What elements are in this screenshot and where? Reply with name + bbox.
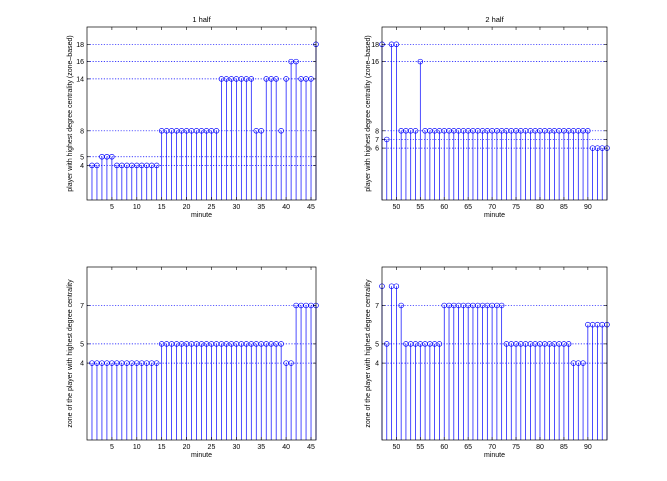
stem-marker-50 [393, 283, 400, 289]
stem-marker-90 [585, 128, 591, 134]
stem-marker-55 [417, 58, 424, 65]
x-axis-label: minute [484, 452, 505, 459]
x-axis-label: minute [191, 452, 212, 459]
x-tick-label: 75 [512, 444, 520, 451]
y-tick-label: 8 [375, 128, 379, 135]
x-tick-label: 45 [307, 204, 315, 211]
y-tick-label: 16 [76, 59, 84, 66]
x-tick-label: 70 [488, 444, 496, 451]
x-tick-label: 35 [257, 444, 265, 451]
x-tick-label: 20 [183, 204, 191, 211]
y-tick-label: 7 [375, 303, 379, 310]
y-tick-label: 18 [76, 42, 84, 49]
x-tick-label: 55 [416, 204, 424, 211]
x-tick-label: 25 [208, 204, 216, 211]
y-axis-label: player with highest degree centrality (z… [67, 35, 74, 191]
y-tick-label: 5 [375, 341, 379, 348]
x-tick-label: 85 [560, 204, 568, 211]
stem-marker-5 [109, 154, 115, 160]
x-tick-label: 90 [584, 204, 592, 211]
x-tick-label: 30 [232, 444, 240, 451]
y-axis-label: zone of the player with highest degree c… [67, 279, 74, 428]
y-tick-label: 7 [375, 137, 379, 144]
chart-panel-1-half-top: 1 half minute player with highest degree… [67, 15, 319, 219]
x-tick-label: 15 [158, 444, 166, 451]
x-tick-label: 35 [257, 204, 265, 211]
y-tick-label: 18 [371, 42, 379, 49]
x-tick-label: 15 [158, 204, 166, 211]
stem-marker-86 [565, 341, 572, 347]
y-axis-label: player with highest degree centrality (z… [365, 35, 372, 191]
chart-title: 1 half [192, 15, 211, 24]
stem-marker-14 [153, 162, 160, 169]
y-tick-label: 8 [80, 128, 84, 135]
stem-marker-39 [278, 341, 284, 347]
x-tick-label: 5 [110, 204, 114, 211]
axes-box [381, 26, 608, 201]
x-tick-label: 60 [440, 444, 448, 451]
axes-box [86, 26, 317, 201]
x-tick-label: 65 [464, 204, 472, 211]
x-tick-label: 50 [392, 444, 400, 451]
y-tick-label: 7 [80, 303, 84, 310]
x-tick-label: 40 [282, 444, 290, 451]
x-tick-label: 45 [307, 444, 315, 451]
stem-marker-14 [153, 360, 160, 366]
x-tick-label: 40 [282, 204, 290, 211]
axes-box [381, 266, 608, 441]
y-tick-label: 14 [76, 76, 84, 83]
x-tick-label: 90 [584, 444, 592, 451]
stem-marker-59 [436, 341, 443, 347]
x-tick-label: 20 [183, 444, 191, 451]
stem-marker-42 [293, 58, 299, 65]
x-tick-label: 55 [416, 444, 424, 451]
y-tick-label: 6 [375, 146, 379, 153]
y-axis-label: zone of the player with highest degree c… [365, 279, 372, 428]
stem-marker-26 [213, 128, 220, 134]
x-tick-label: 25 [208, 444, 216, 451]
x-tick-label: 10 [133, 204, 141, 211]
x-tick-label: 60 [440, 204, 448, 211]
stem-marker-38 [273, 76, 279, 82]
stem-marker-35 [258, 128, 264, 134]
x-tick-label: 80 [536, 444, 544, 451]
axes-box [86, 266, 317, 441]
chart-panel-2-half-top: 2 half minute player with highest degree… [365, 15, 610, 219]
y-tick-label: 5 [80, 154, 84, 161]
chart-panel-2-half-bottom: minute zone of the player with highest d… [365, 266, 610, 459]
plot-area: 50 55 60 65 70 75 80 85 90 6 7 8 16 18 [371, 26, 610, 211]
x-tick-label: 70 [488, 204, 496, 211]
stem-marker-72 [498, 302, 505, 309]
x-tick-label: 80 [536, 204, 544, 211]
y-tick-label: 4 [80, 361, 84, 368]
x-tick-label: 10 [133, 444, 141, 451]
y-tick-label: 4 [80, 163, 84, 170]
stem-marker-50 [393, 41, 400, 48]
x-axis-label: minute [191, 212, 212, 219]
x-tick-label: 65 [464, 444, 472, 451]
x-tick-label: 75 [512, 204, 520, 211]
chart-panel-1-half-bottom: minute zone of the player with highest d… [67, 266, 319, 459]
chart-title: 2 half [485, 15, 504, 24]
x-tick-label: 30 [232, 204, 240, 211]
stem-marker-33 [248, 76, 255, 82]
x-axis-label: minute [484, 212, 505, 219]
stem-marker-89 [580, 360, 586, 366]
x-tick-label: 85 [560, 444, 568, 451]
stem-marker-2 [94, 162, 100, 169]
y-tick-label: 16 [371, 59, 379, 66]
stem-marker-54 [412, 128, 419, 134]
x-tick-label: 50 [392, 204, 400, 211]
stem-marker-41 [288, 360, 294, 366]
y-tick-label: 5 [80, 341, 84, 348]
stem-marker-39 [278, 128, 284, 134]
x-tick-label: 5 [110, 444, 114, 451]
stem-marker-40 [283, 76, 289, 82]
plot-area: 50 55 60 65 70 75 80 85 90 4 5 7 [375, 266, 610, 451]
y-tick-label: 4 [375, 361, 379, 368]
stem-marker-51 [398, 302, 404, 309]
